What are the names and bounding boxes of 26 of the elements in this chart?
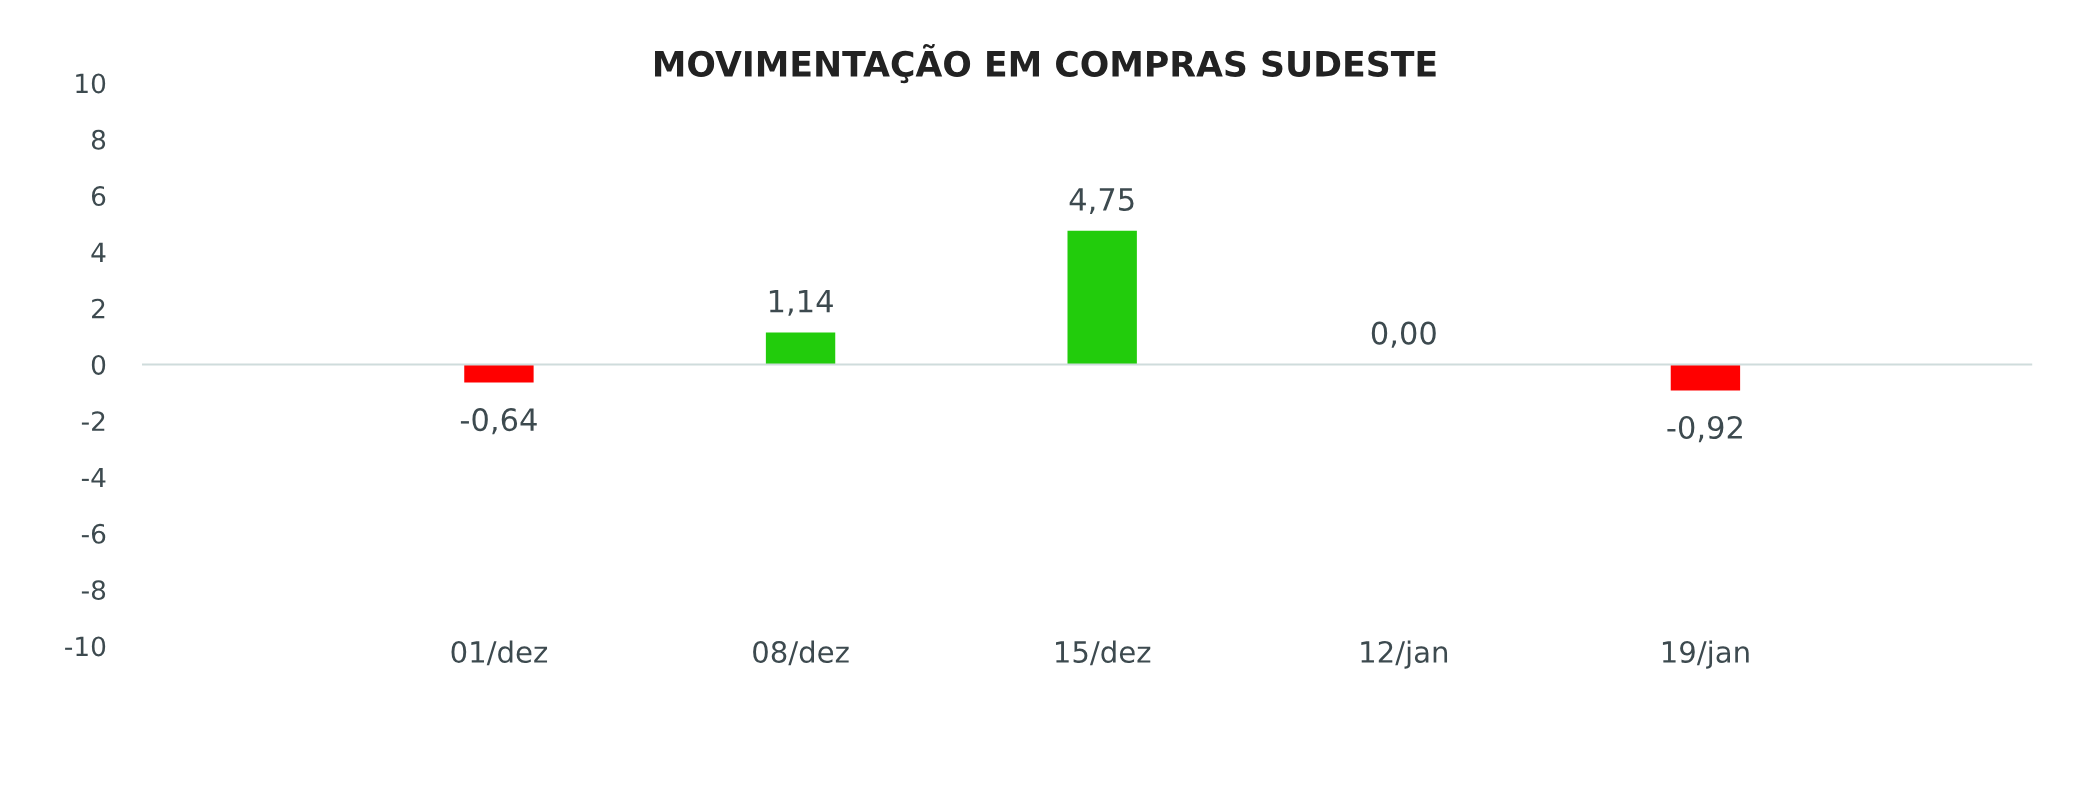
y-tick-label: 0	[91, 354, 106, 375]
data-label: 0,00	[1371, 321, 1436, 348]
y-tick-label: -6	[81, 523, 106, 544]
y-tick-label: 2	[92, 298, 105, 319]
bar	[1670, 364, 1741, 391]
y-tick-label: 6	[91, 186, 106, 207]
y-tick-label: -2	[81, 411, 105, 431]
x-tick-label: 15/dez	[1056, 640, 1151, 666]
bar	[1067, 230, 1137, 365]
data-label: -0,92	[1667, 415, 1742, 443]
y-tick-label: 4	[91, 242, 106, 262]
x-tick-label: 01/dez	[451, 640, 548, 666]
x-tick-label: 19/jan	[1662, 640, 1749, 669]
data-label: 4,75	[1069, 188, 1134, 215]
y-tick-label: -10	[65, 636, 106, 657]
y-tick-label: -4	[81, 467, 106, 488]
y-tick-label: -8	[81, 580, 106, 601]
bar	[765, 332, 836, 365]
bar	[464, 364, 534, 383]
y-tick-label: 8	[91, 129, 106, 150]
data-label: -0,64	[460, 408, 537, 435]
y-tick-label: 10	[76, 73, 106, 94]
x-tick-label: 12/jan	[1361, 640, 1448, 669]
x-tick-label: 08/dez	[753, 640, 849, 666]
chart-title: MOVIMENTAÇÃO EM COMPRAS SUDESTE	[655, 43, 1436, 84]
data-label: 1,14	[769, 289, 833, 316]
